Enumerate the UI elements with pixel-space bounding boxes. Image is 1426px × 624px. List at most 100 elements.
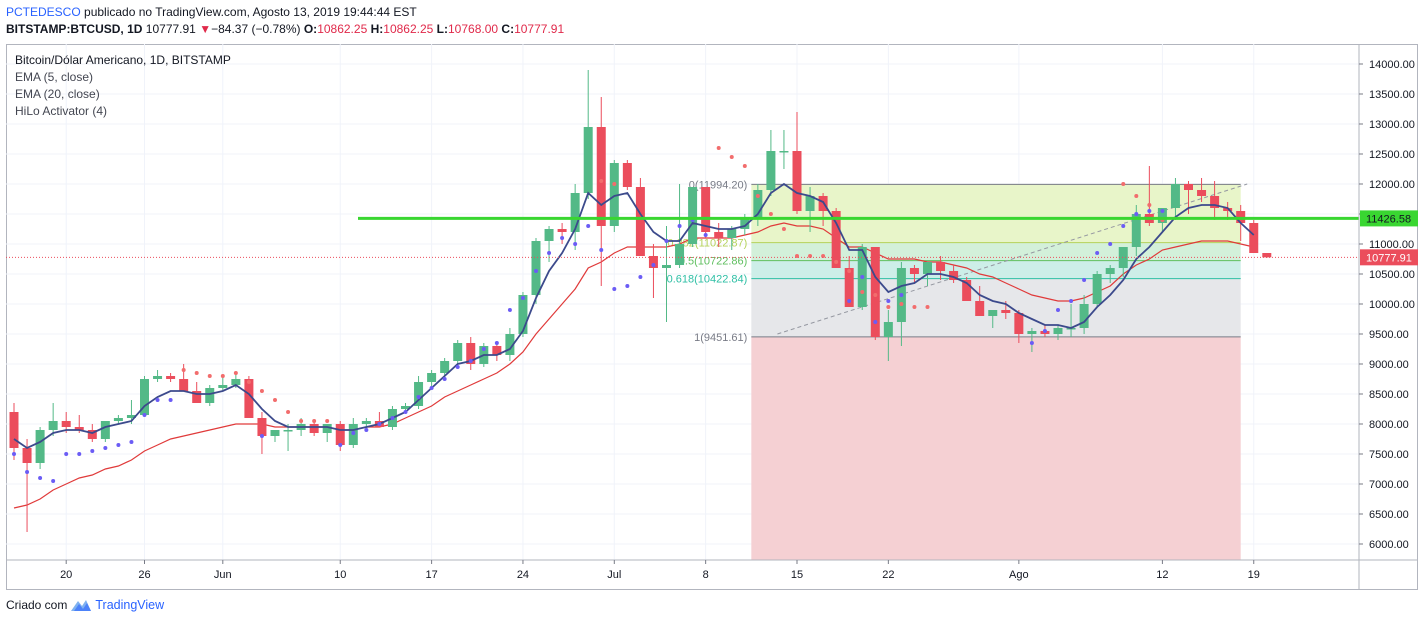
candle-body — [740, 217, 750, 229]
candle-body — [792, 151, 802, 211]
legend-ema5[interactable]: EMA (5, close) — [15, 70, 94, 84]
candle-body — [153, 376, 163, 379]
candle-body — [635, 187, 645, 256]
candle-body — [283, 430, 293, 432]
candle-body — [544, 229, 554, 241]
legend-ema20[interactable]: EMA (20, close) — [15, 87, 100, 101]
candle-body — [335, 424, 345, 445]
hilo-dot-up — [429, 386, 434, 390]
candle-body — [113, 418, 123, 421]
hilo-dot-down — [286, 410, 291, 414]
candle-body — [205, 388, 215, 403]
hilo-dot-up — [168, 398, 173, 402]
price-tick-label: 10500.00 — [1369, 269, 1415, 281]
hilo-dot-down — [599, 179, 604, 183]
candle-body — [414, 382, 424, 406]
hilo-dot-up — [338, 443, 343, 447]
level-price-tag-bg — [1360, 210, 1418, 227]
candle-body — [583, 127, 593, 193]
hilo-dot-up — [481, 347, 486, 351]
high-value: 10862.25 — [383, 22, 434, 36]
candle-body — [962, 280, 972, 301]
tradingview-logo-icon — [71, 600, 92, 611]
down-arrow-icon: ▼ — [199, 22, 212, 36]
price-tick-label: 8000.00 — [1369, 419, 1409, 431]
price-tick-label: 13500.00 — [1369, 89, 1415, 101]
candle-body — [557, 229, 567, 232]
candle-body — [779, 151, 789, 153]
candle-body — [688, 187, 698, 244]
candle-body — [87, 430, 97, 439]
hilo-dot-up — [494, 341, 499, 345]
hilo-dot-up — [1134, 212, 1139, 216]
hilo-dot-up — [1029, 341, 1034, 345]
time-tick-label: 22 — [882, 569, 894, 581]
price-tick-label: 12500.00 — [1369, 149, 1415, 161]
legend-title[interactable]: Bitcoin/Dólar Americano, 1D, BITSTAMP — [15, 53, 231, 67]
candle-body — [427, 373, 437, 382]
time-tick-label: 24 — [517, 569, 529, 581]
hilo-dot-up — [64, 452, 69, 456]
candle-body — [1014, 313, 1024, 334]
hilo-dot-up — [560, 236, 565, 240]
open-label: O: — [303, 22, 318, 36]
tradingview-link[interactable]: TradingView — [95, 598, 165, 612]
open-value: 10862.25 — [317, 22, 368, 36]
candle-body — [1105, 268, 1115, 274]
time-tick-label: 12 — [1156, 569, 1168, 581]
price-tick-label: 6500.00 — [1369, 509, 1409, 521]
candle-body — [609, 163, 619, 226]
hilo-dot-up — [1069, 299, 1074, 303]
candle-body — [844, 268, 854, 307]
hilo-dot-up — [534, 269, 538, 273]
hilo-dot-up — [625, 284, 630, 288]
candle-body — [662, 265, 671, 268]
candle-body — [22, 448, 32, 463]
hilo-dot-up — [351, 431, 356, 435]
candle-body — [949, 271, 959, 280]
hilo-dot-down — [194, 371, 199, 375]
candle-body — [975, 301, 985, 316]
author-link[interactable]: PCTEDESCO — [6, 5, 81, 19]
candle-body — [675, 244, 685, 265]
price-tick-label: 6000.00 — [1369, 539, 1409, 551]
hilo-dot-down — [1121, 182, 1126, 186]
candle-body — [531, 241, 541, 295]
hilo-dot-down — [821, 254, 826, 258]
hilo-dot-down — [755, 194, 760, 198]
ema20-line — [13, 222, 1254, 509]
candle-body — [570, 193, 580, 232]
hilo-dot-up — [390, 416, 395, 420]
chart-legend: Bitcoin/Dólar Americano, 1D, BITSTAMP EM… — [15, 52, 231, 120]
hilo-dot-up — [847, 299, 852, 303]
legend-hilo[interactable]: HiLo Activator (4) — [15, 104, 108, 118]
candle-body — [192, 391, 202, 403]
hilo-dot-down — [612, 182, 617, 186]
hilo-dot-down — [781, 227, 786, 231]
candle-body — [909, 268, 919, 274]
hilo-dot-up — [586, 224, 591, 228]
symbol-label: BITSTAMP:BTCUSD, 1D — [6, 22, 143, 36]
hilo-dot-up — [1121, 224, 1126, 228]
hilo-dot-down — [847, 269, 852, 273]
hilo-dot-up — [651, 263, 656, 267]
price-chart[interactable]: 0(11994.20)0.382(11022.87)0.5(10722.86)0… — [6, 44, 1418, 590]
hilo-dot-down — [768, 212, 773, 216]
hilo-dot-up — [364, 428, 369, 432]
hilo-dot-up — [1108, 242, 1113, 246]
low-value: 10768.00 — [448, 22, 499, 36]
candle-body — [1197, 190, 1207, 196]
hilo-dot-up — [1042, 329, 1047, 333]
hilo-dot-down — [1134, 194, 1139, 198]
hilo-dot-up — [455, 365, 460, 369]
chart-frame — [6, 44, 1418, 590]
hilo-dot-up — [442, 377, 447, 381]
price-tick-label: 7000.00 — [1369, 479, 1409, 491]
candle-body — [753, 190, 763, 217]
high-label: H: — [370, 22, 384, 36]
hilo-dot-up — [1082, 278, 1087, 282]
change-value: −84.37 (−0.78%) — [211, 22, 301, 36]
time-tick-label: 26 — [138, 569, 150, 581]
hilo-dot-down — [808, 254, 813, 258]
candle-body — [1249, 223, 1259, 253]
